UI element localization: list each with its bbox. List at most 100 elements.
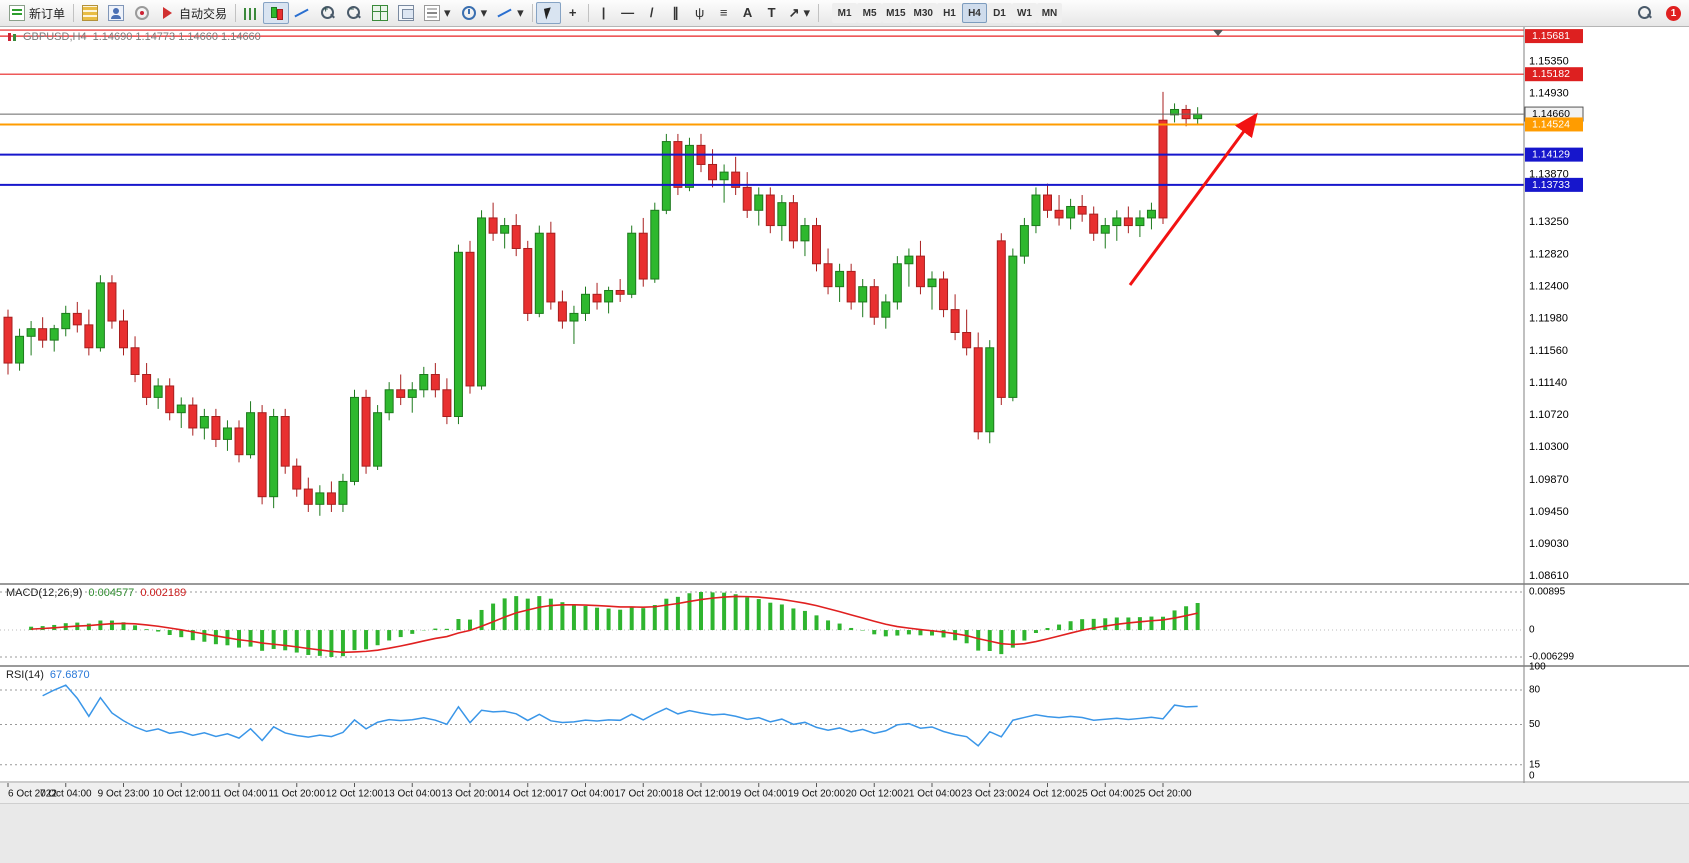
svg-text:1.11560: 1.11560 — [1529, 345, 1568, 357]
period-button[interactable]: ▾ — [456, 2, 493, 24]
svg-text:1.11980: 1.11980 — [1529, 313, 1568, 325]
svg-text:25 Oct 20:00: 25 Oct 20:00 — [1134, 789, 1192, 800]
timeframe-button-m15[interactable]: M15 — [882, 3, 910, 23]
channel-tool-button[interactable]: ∥ — [664, 2, 688, 24]
zoom-in-icon: + — [320, 4, 336, 21]
cursor-tool-button[interactable] — [535, 2, 561, 24]
new-order-label: 新订单 — [29, 6, 66, 21]
svg-text:25 Oct 04:00: 25 Oct 04:00 — [1077, 789, 1135, 800]
svg-text:19 Oct 04:00: 19 Oct 04:00 — [730, 789, 788, 800]
svg-text:1.10300: 1.10300 — [1529, 441, 1569, 453]
caret-icon: ▾ — [480, 5, 488, 20]
svg-text:1.12820: 1.12820 — [1529, 249, 1569, 261]
chart-shift-marker[interactable] — [1213, 30, 1223, 36]
macd-indicator-label: MACD(12,26,9) 0.004577 0.002189 — [6, 587, 186, 599]
search-button[interactable] — [1632, 2, 1658, 24]
bar-chart-mode-button[interactable] — [239, 2, 263, 24]
cascade-windows-icon — [398, 5, 415, 21]
indicators-button[interactable]: ▾ — [492, 2, 529, 24]
text-tool-button[interactable]: A — [736, 2, 760, 24]
zoom-in-button[interactable]: + — [315, 2, 341, 24]
svg-text:9 Oct 23:00: 9 Oct 23:00 — [98, 789, 150, 800]
macd-signal-line — [31, 595, 1198, 654]
macd-name: MACD(12,26,9) — [6, 587, 83, 599]
autotrading-button[interactable]: 自动交易 — [155, 2, 232, 24]
timeframe-button-d1[interactable]: D1 — [986, 3, 1012, 23]
rsi-indicator-label: RSI(14) 67.6870 — [6, 669, 90, 681]
pitchfork-icon: ψ — [694, 5, 705, 20]
svg-text:17 Oct 20:00: 17 Oct 20:00 — [615, 789, 673, 800]
macd-signal-value: 0.002189 — [140, 587, 187, 599]
trendline-tool-button[interactable]: / — [640, 2, 664, 24]
timeframe-button-w1[interactable]: W1 — [1011, 3, 1037, 23]
panel-divider[interactable] — [0, 665, 1689, 667]
fibonacci-tool-button[interactable]: ≡ — [712, 2, 736, 24]
price-axis[interactable]: 1.15350 1.14930 1.13870 1.13250 1.12820 1.124… — [1524, 29, 1584, 782]
vertical-line-tool-button[interactable]: | — [592, 2, 616, 24]
chart-title: GBPUSD,H4 1.14690 1.14773 1.14660 1.1466… — [7, 31, 261, 43]
rsi-name: RSI(14) — [6, 669, 44, 681]
caret-icon: ▾ — [803, 5, 811, 20]
new-chart-icon — [424, 5, 441, 21]
svg-text:10 Oct 12:00: 10 Oct 12:00 — [153, 789, 211, 800]
svg-text:1.14660: 1.14660 — [1532, 108, 1570, 120]
pitchfork-tool-button[interactable]: ψ — [688, 2, 712, 24]
trendline-icon: / — [649, 5, 654, 20]
svg-text:-0.006299: -0.006299 — [1529, 652, 1574, 663]
trend-arrow-annotation[interactable] — [1128, 112, 1258, 286]
svg-text:1.11140: 1.11140 — [1529, 377, 1567, 389]
svg-text:11 Oct 20:00: 11 Oct 20:00 — [268, 789, 325, 800]
zoom-out-button[interactable]: − — [341, 2, 367, 24]
panel-divider[interactable] — [0, 583, 1689, 585]
svg-text:20 Oct 12:00: 20 Oct 12:00 — [846, 789, 904, 800]
profiles-button[interactable] — [103, 2, 129, 24]
caret-icon: ▾ — [444, 5, 451, 20]
candlestick-chart[interactable]: 1.15350 1.14930 1.13870 1.13250 1.12820 1.124… — [0, 27, 1689, 803]
timeframe-button-m1[interactable]: M1 — [832, 3, 858, 23]
svg-text:24 Oct 12:00: 24 Oct 12:00 — [1019, 789, 1077, 800]
tile-windows-button[interactable] — [367, 2, 393, 24]
record-button[interactable] — [129, 2, 155, 24]
toolbar-separator — [235, 4, 237, 22]
toolbar-separator — [587, 4, 589, 22]
svg-text:1.14524: 1.14524 — [1532, 118, 1570, 130]
crosshair-tool-button[interactable]: + — [561, 2, 585, 24]
cascade-windows-button[interactable] — [393, 2, 419, 24]
toolbar-separator — [818, 4, 820, 22]
svg-text:14 Oct 12:00: 14 Oct 12:00 — [499, 789, 557, 800]
label-tool-button[interactable]: T — [760, 2, 784, 24]
arrows-tool-button[interactable]: ↗ ▾ — [784, 2, 815, 24]
svg-text:11 Oct 04:00: 11 Oct 04:00 — [211, 789, 268, 800]
svg-text:0: 0 — [1529, 771, 1535, 782]
svg-text:0: 0 — [1529, 625, 1535, 636]
vertical-line-icon: | — [601, 5, 606, 20]
svg-text:13 Oct 20:00: 13 Oct 20:00 — [441, 789, 499, 800]
horizontal-line-tool-button[interactable]: — — [616, 2, 640, 24]
new-order-button[interactable]: 新订单 — [4, 2, 70, 24]
line-chart-mode-button[interactable] — [289, 2, 315, 24]
charts-button[interactable] — [77, 2, 103, 24]
timeframe-button-m30[interactable]: M30 — [909, 3, 937, 23]
notification-badge[interactable]: 1 — [1666, 5, 1681, 21]
svg-text:18 Oct 12:00: 18 Oct 12:00 — [672, 789, 730, 800]
horizontal-lines[interactable] — [0, 29, 1524, 186]
svg-text:50: 50 — [1529, 719, 1541, 730]
svg-text:17 Oct 04:00: 17 Oct 04:00 — [557, 789, 615, 800]
timeframe-button-h4[interactable]: H4 — [961, 3, 987, 23]
candlestick-mode-button[interactable] — [263, 2, 290, 24]
svg-text:1.10720: 1.10720 — [1529, 409, 1569, 421]
chart-ohlc-values: 1.14690 1.14773 1.14660 1.14660 — [92, 31, 261, 43]
timeframe-button-m5[interactable]: M5 — [857, 3, 883, 23]
label-icon: T — [767, 5, 776, 20]
text-icon: A — [742, 5, 753, 20]
timeframe-button-mn[interactable]: MN — [1036, 3, 1062, 23]
bar-chart-icon — [244, 8, 259, 20]
toolbar: 新订单 自动交易 + − ▾ ▾ ▾ + | — / ∥ ψ ≡ A T ↗ ▾ … — [0, 0, 1689, 27]
candlestick-icon — [268, 5, 284, 21]
new-chart-button[interactable]: ▾ — [419, 2, 456, 24]
horizontal-line-icon: — — [621, 5, 635, 20]
timeframe-button-h1[interactable]: H1 — [936, 3, 962, 23]
autotrading-label: 自动交易 — [179, 6, 228, 21]
